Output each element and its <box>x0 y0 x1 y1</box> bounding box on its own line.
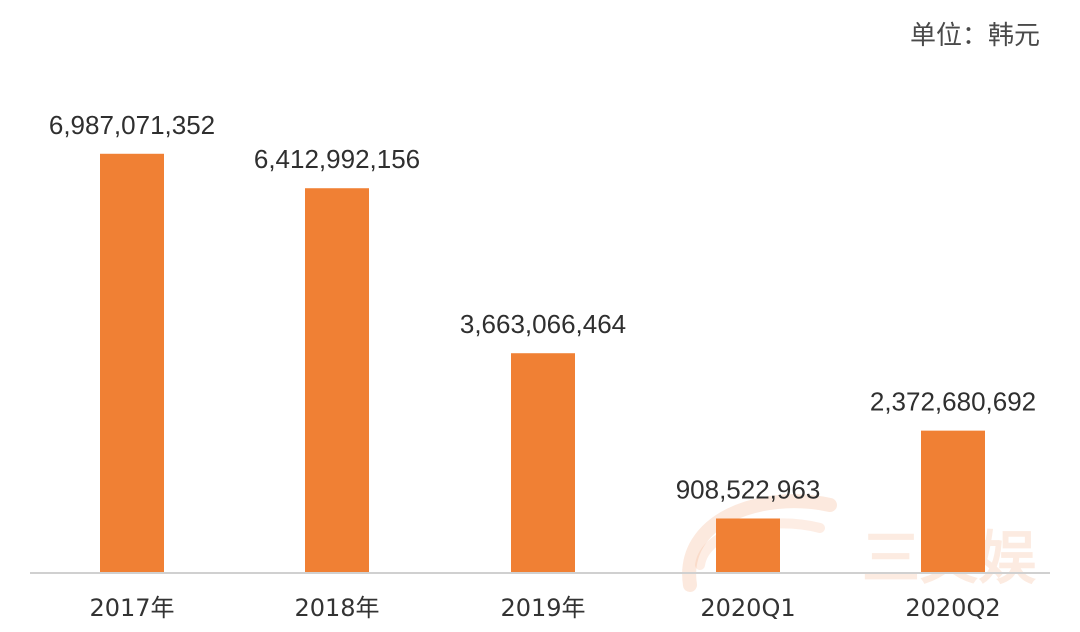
bar-1 <box>305 188 369 574</box>
x-tick-label-3: 2020Q1 <box>700 594 795 622</box>
x-tick-labels-layer: 2017年 2018年 2019年 2020Q1 2020Q2 <box>89 594 1000 622</box>
x-tick-label-2: 2019年 <box>500 594 585 622</box>
bars-layer <box>100 153 985 574</box>
bar-0 <box>100 153 164 573</box>
data-label-1: 6,412,992,156 <box>254 144 420 174</box>
unit-label: 单位：韩元 <box>910 21 1040 51</box>
data-label-0: 6,987,071,352 <box>49 110 215 140</box>
data-label-2: 3,663,066,464 <box>460 309 626 339</box>
data-label-4: 2,372,680,692 <box>870 387 1036 417</box>
data-labels-layer: 6,987,071,352 6,412,992,156 3,663,066,464 9… <box>49 110 1036 505</box>
bar-4 <box>921 430 985 573</box>
bar-2 <box>511 353 575 573</box>
x-tick-label-1: 2018年 <box>294 594 379 622</box>
x-tick-label-4: 2020Q2 <box>905 594 1000 622</box>
data-label-3: 908,522,963 <box>676 474 821 504</box>
x-tick-label-0: 2017年 <box>89 594 174 622</box>
bar-3 <box>716 518 780 573</box>
